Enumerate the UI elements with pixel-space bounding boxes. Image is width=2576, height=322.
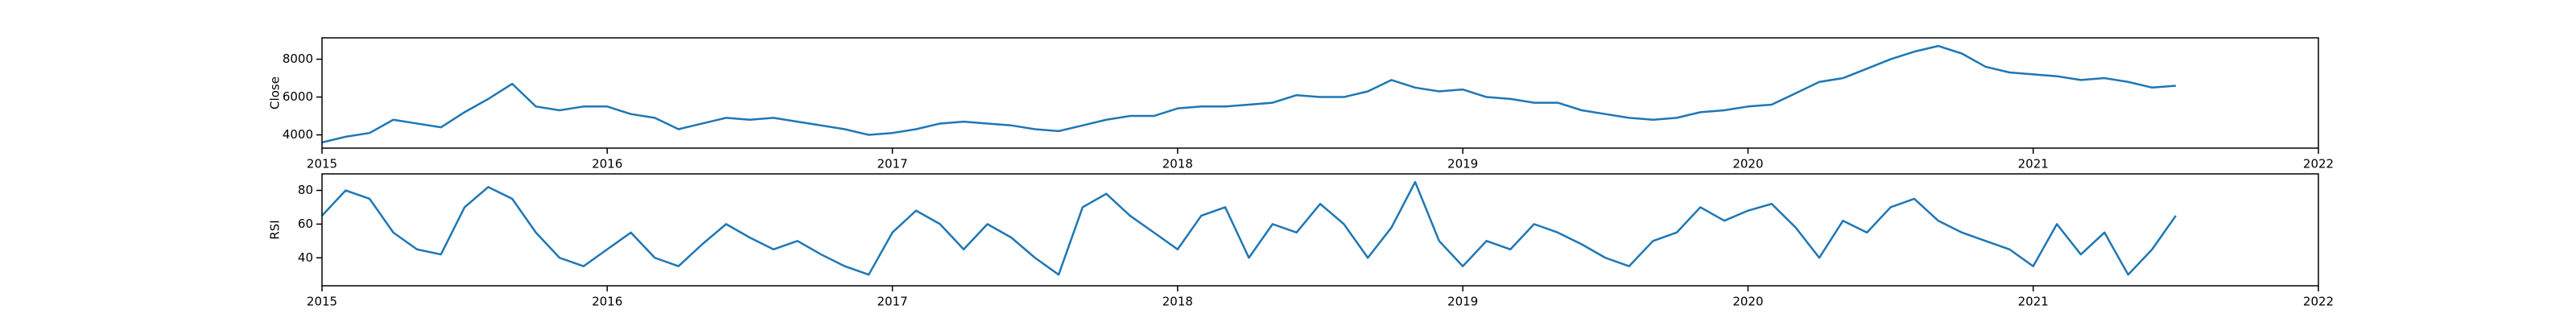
x-tick-label: 2017: [877, 295, 907, 309]
x-tick-label: 2018: [1162, 295, 1193, 309]
y-axis-label: Close: [268, 76, 283, 109]
x-tick-label: 2016: [592, 295, 622, 309]
y-tick-label: 6000: [283, 89, 313, 104]
x-tick-label: 2022: [2303, 295, 2334, 309]
x-tick-label: 2017: [877, 157, 907, 171]
x-tick-label: 2021: [2018, 295, 2049, 309]
data-line: [321, 180, 2177, 276]
x-tick-label: 2019: [1447, 295, 1478, 309]
y-tick-label: 4000: [283, 127, 313, 142]
plot-frame: [321, 37, 2319, 149]
x-tick-label: 2015: [307, 157, 337, 171]
y-tick-label: 60: [298, 217, 313, 231]
y-tick-label: 80: [298, 183, 313, 197]
y-tick-label: 40: [298, 250, 313, 265]
x-tick-label: 2018: [1162, 157, 1193, 171]
plot-frame: [321, 173, 2319, 287]
data-line: [321, 44, 2176, 144]
x-tick-label: 2020: [1732, 295, 1763, 309]
x-tick-label: 2021: [2018, 157, 2049, 171]
x-tick-label: 2020: [1732, 157, 1763, 171]
x-tick-label: 2016: [592, 157, 622, 171]
x-tick-label: 2015: [307, 295, 337, 309]
y-axis-label: RSI: [268, 220, 283, 239]
y-tick-label: 8000: [283, 52, 313, 66]
x-tick-label: 2019: [1447, 157, 1478, 171]
x-tick-label: 2022: [2303, 157, 2334, 171]
